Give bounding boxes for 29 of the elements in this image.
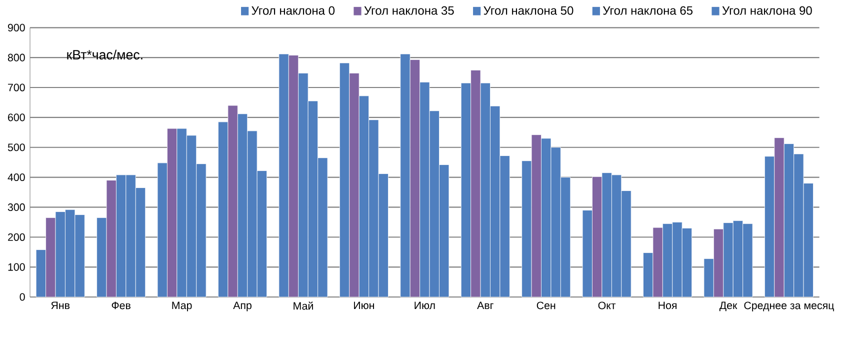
- y-tick-label: 300: [8, 203, 25, 211]
- y-tick-label: 800: [8, 54, 25, 62]
- legend-label: Угол наклона 35: [364, 6, 454, 15]
- annotation: кВт*час/мес.: [67, 50, 142, 60]
- legend-label: Угол наклона 90: [722, 6, 812, 15]
- x-tick-label: Дек: [719, 302, 738, 312]
- x-tick-label: Мар: [172, 302, 192, 312]
- y-tick-label: 200: [8, 233, 25, 241]
- x-tick-label: Июн: [354, 302, 374, 310]
- x-tick-label: Июл: [414, 302, 435, 310]
- y-tick-label: 400: [8, 174, 25, 182]
- x-tick-label: Апр: [233, 302, 252, 312]
- x-tick-label: Янв: [51, 302, 70, 310]
- legend-label: Угол наклона 50: [484, 6, 574, 15]
- y-tick-label: 500: [8, 144, 25, 152]
- y-tick-label: 900: [8, 24, 25, 32]
- x-tick-label: Авг: [477, 302, 494, 310]
- x-tick-label: Окт: [598, 302, 616, 310]
- x-tick-label: Фев: [112, 302, 130, 310]
- x-tick-label: Ноя: [658, 302, 677, 310]
- y-tick-label: 0: [20, 293, 25, 301]
- x-tick-label: Среднее за месяц: [744, 302, 834, 312]
- x-tick-label: Май: [294, 302, 313, 310]
- y-tick-label: 700: [8, 84, 25, 92]
- x-tick-label: Сен: [536, 302, 556, 310]
- legend-label: Угол наклона 65: [602, 6, 693, 15]
- legend-label: Угол наклона 0: [252, 6, 335, 15]
- y-tick-label: 100: [8, 263, 25, 271]
- y-tick-label: 600: [8, 114, 25, 122]
